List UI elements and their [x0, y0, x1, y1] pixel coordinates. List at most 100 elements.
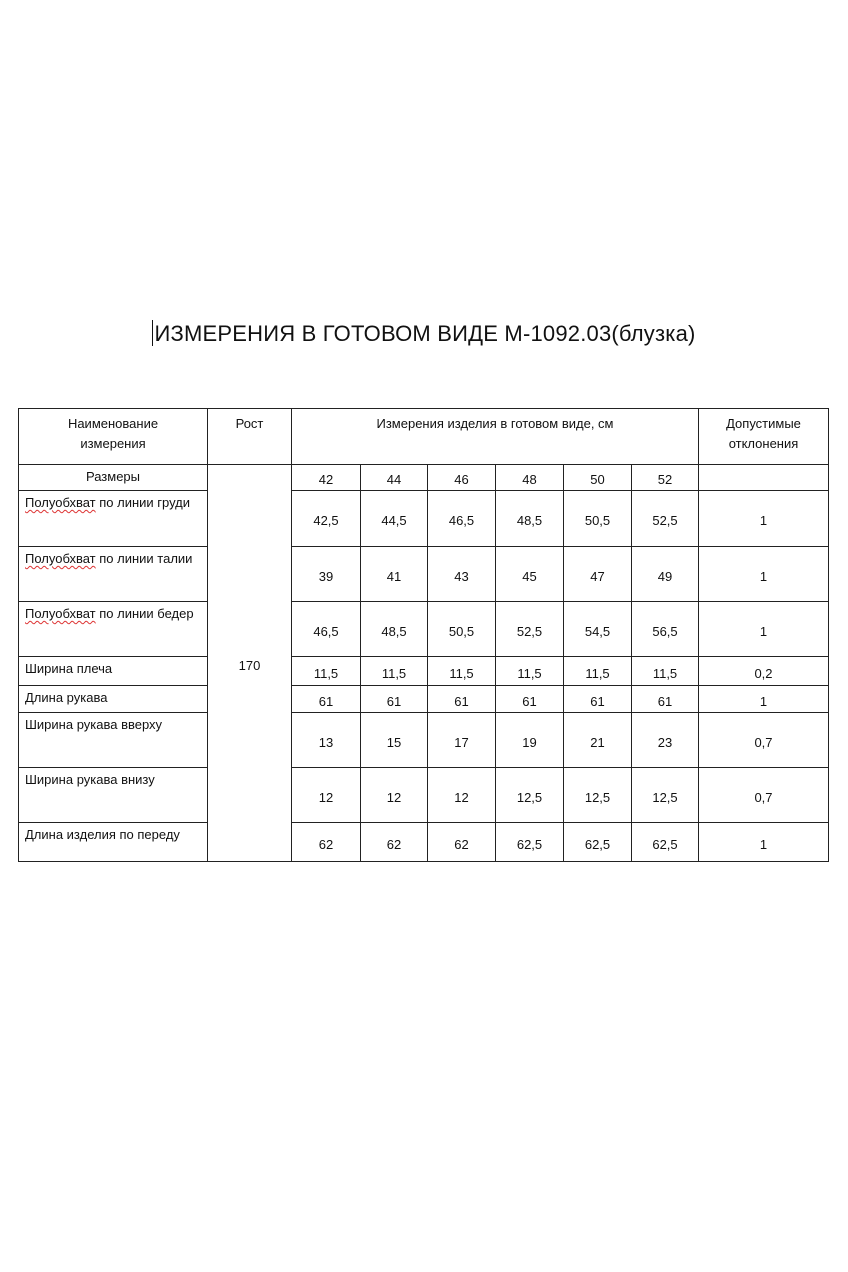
value-cell: 12,5 [563, 767, 632, 823]
value-cell: 50,5 [563, 490, 632, 547]
table-row: Длина изделия по переду 62 62 62 62,5 62,5 62,… [18, 822, 829, 862]
value-cell: 62,5 [631, 822, 699, 862]
measurement-name: Длина изделия по переду [18, 822, 208, 862]
table-row: Полуобхват по линии груди 42,5 44,5 46,5 48,… [18, 490, 829, 547]
misspelled-word: Полуобхват [25, 495, 96, 510]
measurement-name: Ширина рукава вверху [18, 712, 208, 768]
table-row: Ширина рукава внизу 12 12 12 12,5 12,5 12,5 0,7 [18, 767, 829, 823]
name-text: Длина рукава [25, 690, 108, 705]
name-text: по линии бедер [95, 606, 194, 621]
value-cell: 11,5 [495, 656, 564, 686]
value-cell: 50,5 [427, 601, 496, 657]
header-tolerance: Допустимые отклонения [698, 408, 829, 465]
sizes-label: Размеры [18, 464, 208, 491]
value-cell: 52,5 [495, 601, 564, 657]
value-cell: 47 [563, 546, 632, 602]
name-text: по линии талии [95, 551, 193, 566]
value-cell: 41 [360, 546, 428, 602]
value-cell: 61 [563, 685, 632, 713]
value-cell: 12 [427, 767, 496, 823]
value-cell: 21 [563, 712, 632, 768]
tolerance-cell: 0,7 [698, 712, 829, 768]
measurement-name: Ширина плеча [18, 656, 208, 686]
title-text: ИЗМЕРЕНИЯ В ГОТОВОМ ВИДЕ М-1092.03(блузк… [154, 321, 696, 346]
tolerance-cell: 0,2 [698, 656, 829, 686]
document-title: ИЗМЕРЕНИЯ В ГОТОВОМ ВИДЕ М-1092.03(блузк… [0, 320, 848, 347]
value-cell: 11,5 [360, 656, 428, 686]
value-cell: 12 [360, 767, 428, 823]
size-46: 46 [427, 464, 496, 491]
value-cell: 61 [360, 685, 428, 713]
header-measurements: Измерения изделия в готовом виде, см [291, 408, 699, 465]
value-cell: 54,5 [563, 601, 632, 657]
value-cell: 61 [631, 685, 699, 713]
value-cell: 62 [291, 822, 361, 862]
name-text: по линии груди [95, 495, 191, 510]
measurement-name: Полуобхват по линии талии [18, 546, 208, 602]
measurement-name: Полуобхват по линии бедер [18, 601, 208, 657]
size-52: 52 [631, 464, 699, 491]
value-cell: 43 [427, 546, 496, 602]
header-name: Наименование измерения [18, 408, 208, 465]
table-row: Ширина плеча 11,5 11,5 11,5 11,5 11,5 11,5 0,2 [18, 656, 829, 686]
table-row: Длина рукава 61 61 61 61 61 61 1 [18, 685, 829, 713]
tolerance-cell: 1 [698, 601, 829, 657]
value-cell: 62,5 [563, 822, 632, 862]
value-cell: 13 [291, 712, 361, 768]
tolerance-cell: 1 [698, 822, 829, 862]
table-row: Полуобхват по линии бедер 46,5 48,5 50,5 52,… [18, 601, 829, 657]
value-cell: 12,5 [631, 767, 699, 823]
value-cell: 11,5 [631, 656, 699, 686]
value-cell: 11,5 [563, 656, 632, 686]
value-cell: 15 [360, 712, 428, 768]
misspelled-word: Полуобхват [25, 551, 96, 566]
size-44: 44 [360, 464, 428, 491]
tolerance-cell: 1 [698, 490, 829, 547]
value-cell: 12,5 [495, 767, 564, 823]
value-cell: 45 [495, 546, 564, 602]
name-text: Ширина рукава внизу [25, 772, 155, 787]
value-cell: 49 [631, 546, 699, 602]
value-cell: 62,5 [495, 822, 564, 862]
value-cell: 62 [427, 822, 496, 862]
value-cell: 42,5 [291, 490, 361, 547]
header-height: Рост [207, 408, 292, 465]
name-text: Ширина плеча [25, 661, 113, 676]
table-row: Ширина рукава вверху 13 15 17 19 21 23 0,7 [18, 712, 829, 768]
text-cursor [152, 320, 154, 346]
value-cell: 12 [291, 767, 361, 823]
sizes-tolerance-empty [698, 464, 829, 491]
name-text: Длина изделия по переду [25, 827, 180, 842]
value-cell: 44,5 [360, 490, 428, 547]
size-42: 42 [291, 464, 361, 491]
value-cell: 39 [291, 546, 361, 602]
value-cell: 46,5 [291, 601, 361, 657]
measurements-table: Наименование измерения Рост Измерения из… [18, 408, 829, 862]
value-cell: 61 [291, 685, 361, 713]
value-cell: 11,5 [427, 656, 496, 686]
measurement-name: Ширина рукава внизу [18, 767, 208, 823]
tolerance-cell: 0,7 [698, 767, 829, 823]
value-cell: 52,5 [631, 490, 699, 547]
tolerance-cell: 1 [698, 546, 829, 602]
name-text: Ширина рукава вверху [25, 717, 163, 732]
value-cell: 23 [631, 712, 699, 768]
size-48: 48 [495, 464, 564, 491]
value-cell: 62 [360, 822, 428, 862]
value-cell: 61 [427, 685, 496, 713]
table-row: Полуобхват по линии талии 39 41 43 45 47 49 1 [18, 546, 829, 602]
value-cell: 11,5 [291, 656, 361, 686]
value-cell: 46,5 [427, 490, 496, 547]
height-value: 170 [207, 464, 292, 862]
value-cell: 56,5 [631, 601, 699, 657]
tolerance-cell: 1 [698, 685, 829, 713]
measurement-name: Полуобхват по линии груди [18, 490, 208, 547]
value-cell: 61 [495, 685, 564, 713]
measurement-name: Длина рукава [18, 685, 208, 713]
misspelled-word: Полуобхват [25, 606, 96, 621]
value-cell: 48,5 [495, 490, 564, 547]
value-cell: 48,5 [360, 601, 428, 657]
size-50: 50 [563, 464, 632, 491]
value-cell: 19 [495, 712, 564, 768]
value-cell: 17 [427, 712, 496, 768]
